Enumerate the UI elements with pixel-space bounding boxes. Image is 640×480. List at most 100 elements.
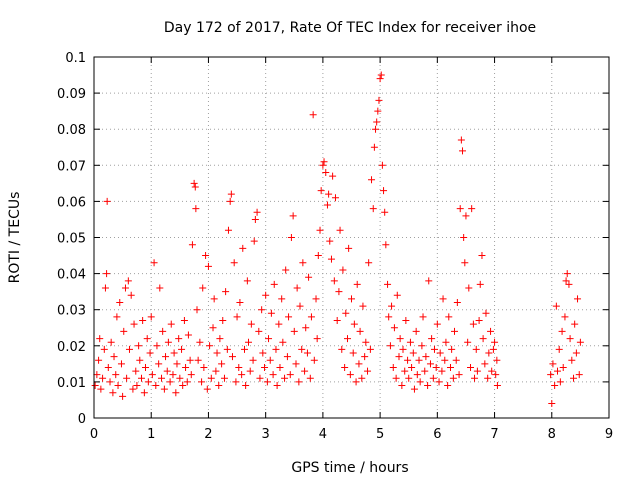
data-point	[119, 392, 127, 400]
x-tick-label: 6	[433, 427, 441, 442]
data-point	[406, 338, 414, 346]
data-point	[123, 374, 131, 382]
y-tick-label: 0.07	[57, 159, 86, 174]
data-point	[226, 197, 234, 205]
data-point	[206, 342, 214, 350]
data-point	[335, 288, 343, 296]
data-point	[464, 338, 472, 346]
data-point	[162, 353, 170, 361]
data-point	[314, 252, 322, 260]
data-point	[562, 277, 570, 285]
y-tick-label: 0.06	[57, 195, 86, 210]
data-point	[355, 360, 363, 368]
data-point	[255, 327, 263, 335]
data-point	[175, 335, 183, 343]
data-point	[223, 345, 231, 353]
data-point	[327, 255, 335, 263]
data-point	[240, 345, 248, 353]
data-point	[292, 360, 300, 368]
data-point	[478, 252, 486, 260]
data-point	[289, 212, 297, 220]
data-point	[219, 317, 227, 325]
data-point	[386, 342, 394, 350]
x-tick-label: 9	[605, 427, 613, 442]
data-point	[468, 205, 476, 213]
data-point	[245, 338, 252, 346]
data-point	[155, 360, 163, 368]
data-point	[270, 280, 278, 288]
data-point	[163, 367, 171, 375]
data-point	[298, 345, 306, 353]
data-point	[396, 335, 404, 343]
data-point	[158, 374, 166, 382]
x-tick-label: 1	[147, 427, 155, 442]
data-point	[322, 169, 330, 177]
data-point	[301, 367, 309, 375]
data-point	[425, 277, 433, 285]
data-point	[169, 371, 177, 379]
data-point	[140, 389, 148, 397]
data-point	[173, 360, 181, 368]
data-point	[144, 378, 152, 386]
x-tick-label: 8	[548, 427, 556, 442]
data-point	[465, 284, 473, 292]
data-point	[402, 317, 410, 325]
data-point	[153, 342, 161, 350]
x-tick-label: 2	[204, 427, 212, 442]
y-tick-label: 0.1	[65, 51, 86, 66]
data-point	[293, 284, 301, 292]
data-point	[574, 295, 582, 303]
data-point	[202, 252, 210, 260]
data-point	[310, 356, 318, 364]
data-point	[200, 363, 208, 371]
data-point	[179, 382, 187, 390]
data-point	[107, 338, 115, 346]
data-point	[143, 335, 151, 343]
data-point	[488, 367, 496, 375]
data-point	[250, 237, 258, 245]
data-point	[307, 313, 315, 321]
data-point	[213, 349, 221, 357]
y-tick-label: 0.08	[57, 123, 86, 138]
data-point	[100, 345, 108, 353]
data-point	[401, 367, 409, 375]
x-tick-label: 5	[376, 427, 384, 442]
data-point	[433, 320, 441, 328]
data-point	[227, 190, 235, 198]
data-point	[258, 306, 266, 314]
data-point	[559, 363, 567, 371]
data-point	[333, 317, 341, 325]
data-point	[320, 158, 328, 166]
data-point	[429, 374, 437, 382]
data-point	[279, 338, 287, 346]
data-point	[160, 385, 168, 393]
y-tick-label: 0.04	[57, 268, 86, 283]
data-point	[147, 313, 155, 321]
data-point	[381, 208, 389, 216]
data-point	[150, 259, 158, 267]
data-point	[317, 187, 325, 195]
data-point	[493, 356, 501, 364]
data-point	[101, 284, 109, 292]
data-point	[469, 320, 477, 328]
data-point	[444, 382, 452, 390]
data-point	[191, 183, 199, 191]
data-point	[467, 363, 475, 371]
data-point	[341, 363, 349, 371]
data-point	[178, 345, 186, 353]
data-point	[439, 295, 447, 303]
data-point	[129, 385, 137, 393]
data-point	[548, 400, 556, 408]
data-point	[364, 367, 372, 375]
data-point	[485, 349, 493, 357]
data-point	[399, 345, 407, 353]
y-tick-label: 0.05	[57, 232, 86, 247]
data-point	[410, 385, 418, 393]
data-point	[457, 136, 465, 144]
data-point	[446, 363, 454, 371]
data-point	[96, 335, 104, 343]
data-point	[164, 338, 172, 346]
y-tick-label: 0.02	[57, 340, 86, 355]
data-point	[196, 338, 204, 346]
data-point	[132, 367, 140, 375]
